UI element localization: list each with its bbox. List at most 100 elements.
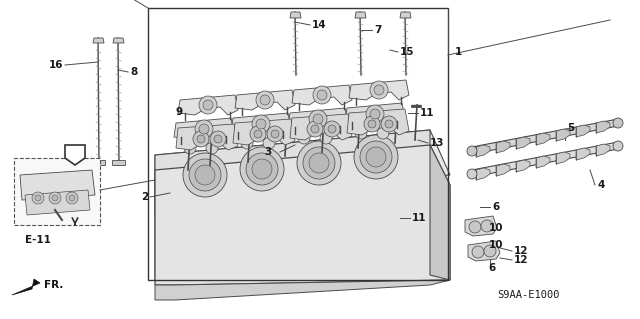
Circle shape <box>199 96 217 114</box>
Polygon shape <box>345 103 405 124</box>
Circle shape <box>355 127 367 139</box>
Circle shape <box>303 147 335 179</box>
Circle shape <box>368 120 376 128</box>
Polygon shape <box>536 133 550 145</box>
Polygon shape <box>20 170 95 200</box>
Polygon shape <box>25 190 90 215</box>
Circle shape <box>313 86 331 104</box>
Circle shape <box>69 195 75 201</box>
Text: 10: 10 <box>489 223 504 233</box>
Circle shape <box>214 135 222 143</box>
Circle shape <box>320 132 332 144</box>
Circle shape <box>311 125 319 133</box>
Polygon shape <box>596 121 610 133</box>
Polygon shape <box>476 145 490 157</box>
Circle shape <box>35 195 41 201</box>
Circle shape <box>297 141 341 185</box>
Circle shape <box>267 126 283 142</box>
Circle shape <box>377 127 389 139</box>
Text: 6: 6 <box>488 263 495 273</box>
Polygon shape <box>430 145 450 280</box>
Text: S9AA-E1000: S9AA-E1000 <box>497 290 559 300</box>
Polygon shape <box>400 12 411 18</box>
Circle shape <box>199 124 209 134</box>
Circle shape <box>366 147 386 167</box>
Text: 2: 2 <box>141 192 148 202</box>
Text: 1: 1 <box>455 47 462 57</box>
Polygon shape <box>92 160 105 165</box>
Polygon shape <box>496 164 510 176</box>
Polygon shape <box>290 12 301 18</box>
Polygon shape <box>355 12 366 18</box>
Circle shape <box>195 120 213 138</box>
Circle shape <box>250 126 266 142</box>
Circle shape <box>370 109 380 119</box>
Circle shape <box>263 137 275 149</box>
Circle shape <box>364 116 380 132</box>
Circle shape <box>252 159 272 179</box>
Circle shape <box>469 221 481 233</box>
Text: 7: 7 <box>374 25 381 35</box>
Circle shape <box>467 146 477 156</box>
Text: 3: 3 <box>265 147 272 157</box>
Text: FR.: FR. <box>44 280 63 290</box>
Polygon shape <box>155 130 450 200</box>
Polygon shape <box>596 144 610 156</box>
Polygon shape <box>235 90 295 110</box>
Circle shape <box>324 121 340 137</box>
Polygon shape <box>468 241 500 261</box>
Text: 12: 12 <box>514 255 529 265</box>
Circle shape <box>313 114 323 124</box>
Circle shape <box>309 110 327 128</box>
Circle shape <box>32 192 44 204</box>
Polygon shape <box>112 160 125 165</box>
Polygon shape <box>155 210 450 260</box>
Circle shape <box>271 130 279 138</box>
Polygon shape <box>472 142 618 177</box>
Polygon shape <box>496 141 510 153</box>
Text: 10: 10 <box>489 240 504 250</box>
Text: 14: 14 <box>312 20 326 30</box>
Text: 6: 6 <box>492 202 499 212</box>
Polygon shape <box>556 152 570 164</box>
Text: 4: 4 <box>597 180 604 190</box>
Circle shape <box>189 159 221 191</box>
Circle shape <box>613 141 623 151</box>
Text: 12: 12 <box>514 246 529 256</box>
Circle shape <box>246 153 278 185</box>
Polygon shape <box>178 95 238 115</box>
Polygon shape <box>347 109 409 135</box>
Polygon shape <box>536 156 550 168</box>
Polygon shape <box>155 130 430 215</box>
Polygon shape <box>155 155 175 280</box>
Polygon shape <box>516 160 530 172</box>
Polygon shape <box>174 118 234 139</box>
Polygon shape <box>155 145 450 285</box>
Polygon shape <box>93 38 104 43</box>
Text: 9: 9 <box>176 107 183 117</box>
Circle shape <box>381 116 397 132</box>
Circle shape <box>197 135 205 143</box>
Circle shape <box>317 90 327 100</box>
Circle shape <box>240 147 284 191</box>
Polygon shape <box>349 80 409 100</box>
Circle shape <box>385 120 393 128</box>
Polygon shape <box>556 129 570 141</box>
Polygon shape <box>576 125 590 137</box>
Circle shape <box>256 91 274 109</box>
Polygon shape <box>233 119 295 145</box>
Text: 13: 13 <box>430 138 445 148</box>
Text: 8: 8 <box>130 67 137 77</box>
Circle shape <box>203 100 213 110</box>
Polygon shape <box>290 114 352 140</box>
Polygon shape <box>472 119 618 154</box>
Circle shape <box>210 131 226 147</box>
Polygon shape <box>476 168 490 180</box>
Circle shape <box>195 165 215 185</box>
Circle shape <box>193 131 209 147</box>
Polygon shape <box>176 124 238 150</box>
Circle shape <box>354 135 398 179</box>
Circle shape <box>472 246 484 258</box>
Text: 16: 16 <box>49 60 63 70</box>
Circle shape <box>49 192 61 204</box>
